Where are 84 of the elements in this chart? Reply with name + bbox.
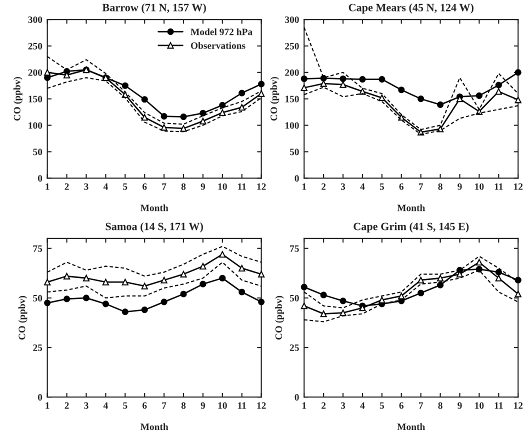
x-tick-label: 8 <box>438 183 442 190</box>
chart-title: Barrow (71 N, 157 W) <box>102 3 206 14</box>
x-tick-label: 10 <box>218 402 227 409</box>
x-tick-label: 10 <box>218 183 227 190</box>
x-tick-label: 7 <box>162 402 166 409</box>
y-tick-label: 200 <box>28 69 42 76</box>
x-tick-label: 10 <box>475 402 484 409</box>
x-tick-label: 2 <box>64 183 69 190</box>
x-tick-label: 11 <box>494 183 503 190</box>
y-tick-label: 75 <box>290 245 299 252</box>
y-tick-label: 50 <box>33 148 42 156</box>
x-tick-label: 6 <box>399 402 404 409</box>
y-tick-label: 150 <box>285 96 299 102</box>
x-tick-label: 12 <box>514 402 523 409</box>
x-axis-title: Month <box>397 423 426 430</box>
x-tick-label: 4 <box>360 402 365 409</box>
x-axis-title: Month <box>397 204 426 212</box>
x-tick-label: 12 <box>257 183 266 190</box>
y-tick-label: 250 <box>285 42 299 50</box>
y-tick-label: 0 <box>38 394 42 401</box>
x-tick-label: 2 <box>322 183 326 190</box>
y-axis-title: CO (ppbv) <box>270 76 280 121</box>
x-tick-label: 12 <box>514 183 523 190</box>
y-tick-label: 75 <box>33 245 42 252</box>
y-tick-label: 0 <box>38 175 42 182</box>
y-axis-title: CO (ppbv) <box>14 76 22 121</box>
y-tick-label: 50 <box>33 294 42 302</box>
legend-label: Model 972 hPa <box>190 28 252 36</box>
x-tick-label: 1 <box>46 402 50 409</box>
x-tick-label: 7 <box>418 183 424 190</box>
x-tick-label: 1 <box>302 402 306 409</box>
x-tick-label: 3 <box>340 402 346 409</box>
y-axis-title: CO (ppbv) <box>275 296 284 340</box>
x-tick-label: 5 <box>380 402 384 409</box>
y-axis-title: CO (ppbv) <box>18 296 28 340</box>
x-tick-label: 12 <box>257 402 266 409</box>
x-tick-label: 6 <box>399 183 404 190</box>
y-tick-label: 25 <box>33 344 42 351</box>
legend-label: Observations <box>190 42 246 49</box>
x-tick-label: 3 <box>340 183 346 190</box>
x-tick-label: 11 <box>494 402 503 409</box>
y-tick-label: 0 <box>294 394 299 401</box>
y-tick-label: 0 <box>294 175 299 182</box>
y-tick-label: 25 <box>290 344 299 351</box>
y-tick-label: 200 <box>285 69 299 76</box>
x-tick-label: 3 <box>84 402 88 409</box>
x-tick-label: 5 <box>123 183 128 190</box>
x-tick-label: 9 <box>458 402 462 409</box>
chart-title: Samoa (14 S, 171 W) <box>106 222 203 232</box>
x-tick-label: 5 <box>380 183 384 190</box>
x-tick-label: 1 <box>46 183 50 190</box>
y-tick-label: 50 <box>290 294 299 302</box>
x-tick-label: 6 <box>142 402 147 409</box>
x-tick-label: 3 <box>84 183 88 190</box>
y-tick-label: 100 <box>28 122 42 129</box>
x-tick-label: 5 <box>123 402 128 409</box>
x-tick-label: 9 <box>200 402 206 409</box>
x-tick-label: 4 <box>103 183 108 190</box>
x-tick-label: 1 <box>302 183 306 190</box>
chart-title: Cape Grim (41 S, 145 E) <box>354 222 469 232</box>
y-tick-label: 100 <box>285 122 299 129</box>
y-tick-label: 250 <box>28 42 42 50</box>
x-tick-label: 8 <box>438 402 442 409</box>
x-tick-label: 11 <box>238 183 246 190</box>
x-tick-label: 6 <box>142 183 147 190</box>
x-tick-label: 8 <box>181 183 186 190</box>
x-tick-label: 7 <box>162 183 166 190</box>
x-tick-label: 4 <box>103 402 108 409</box>
chart-title: Cape Mears (45 N, 124 W) <box>348 3 474 14</box>
x-tick-label: 11 <box>238 402 246 409</box>
x-tick-label: 8 <box>181 402 186 409</box>
x-axis-title: Month <box>140 423 168 430</box>
x-tick-label: 10 <box>475 183 484 190</box>
x-tick-label: 2 <box>64 402 69 409</box>
y-tick-label: 300 <box>285 16 299 23</box>
y-tick-label: 150 <box>28 96 42 102</box>
x-tick-label: 9 <box>458 183 462 190</box>
x-tick-label: 9 <box>200 183 206 190</box>
x-tick-label: 2 <box>322 402 326 409</box>
y-tick-label: 50 <box>290 148 299 156</box>
y-tick-label: 300 <box>28 16 42 23</box>
x-tick-label: 7 <box>418 402 424 409</box>
x-tick-label: 4 <box>360 183 365 190</box>
x-axis-title: Month <box>140 204 168 212</box>
